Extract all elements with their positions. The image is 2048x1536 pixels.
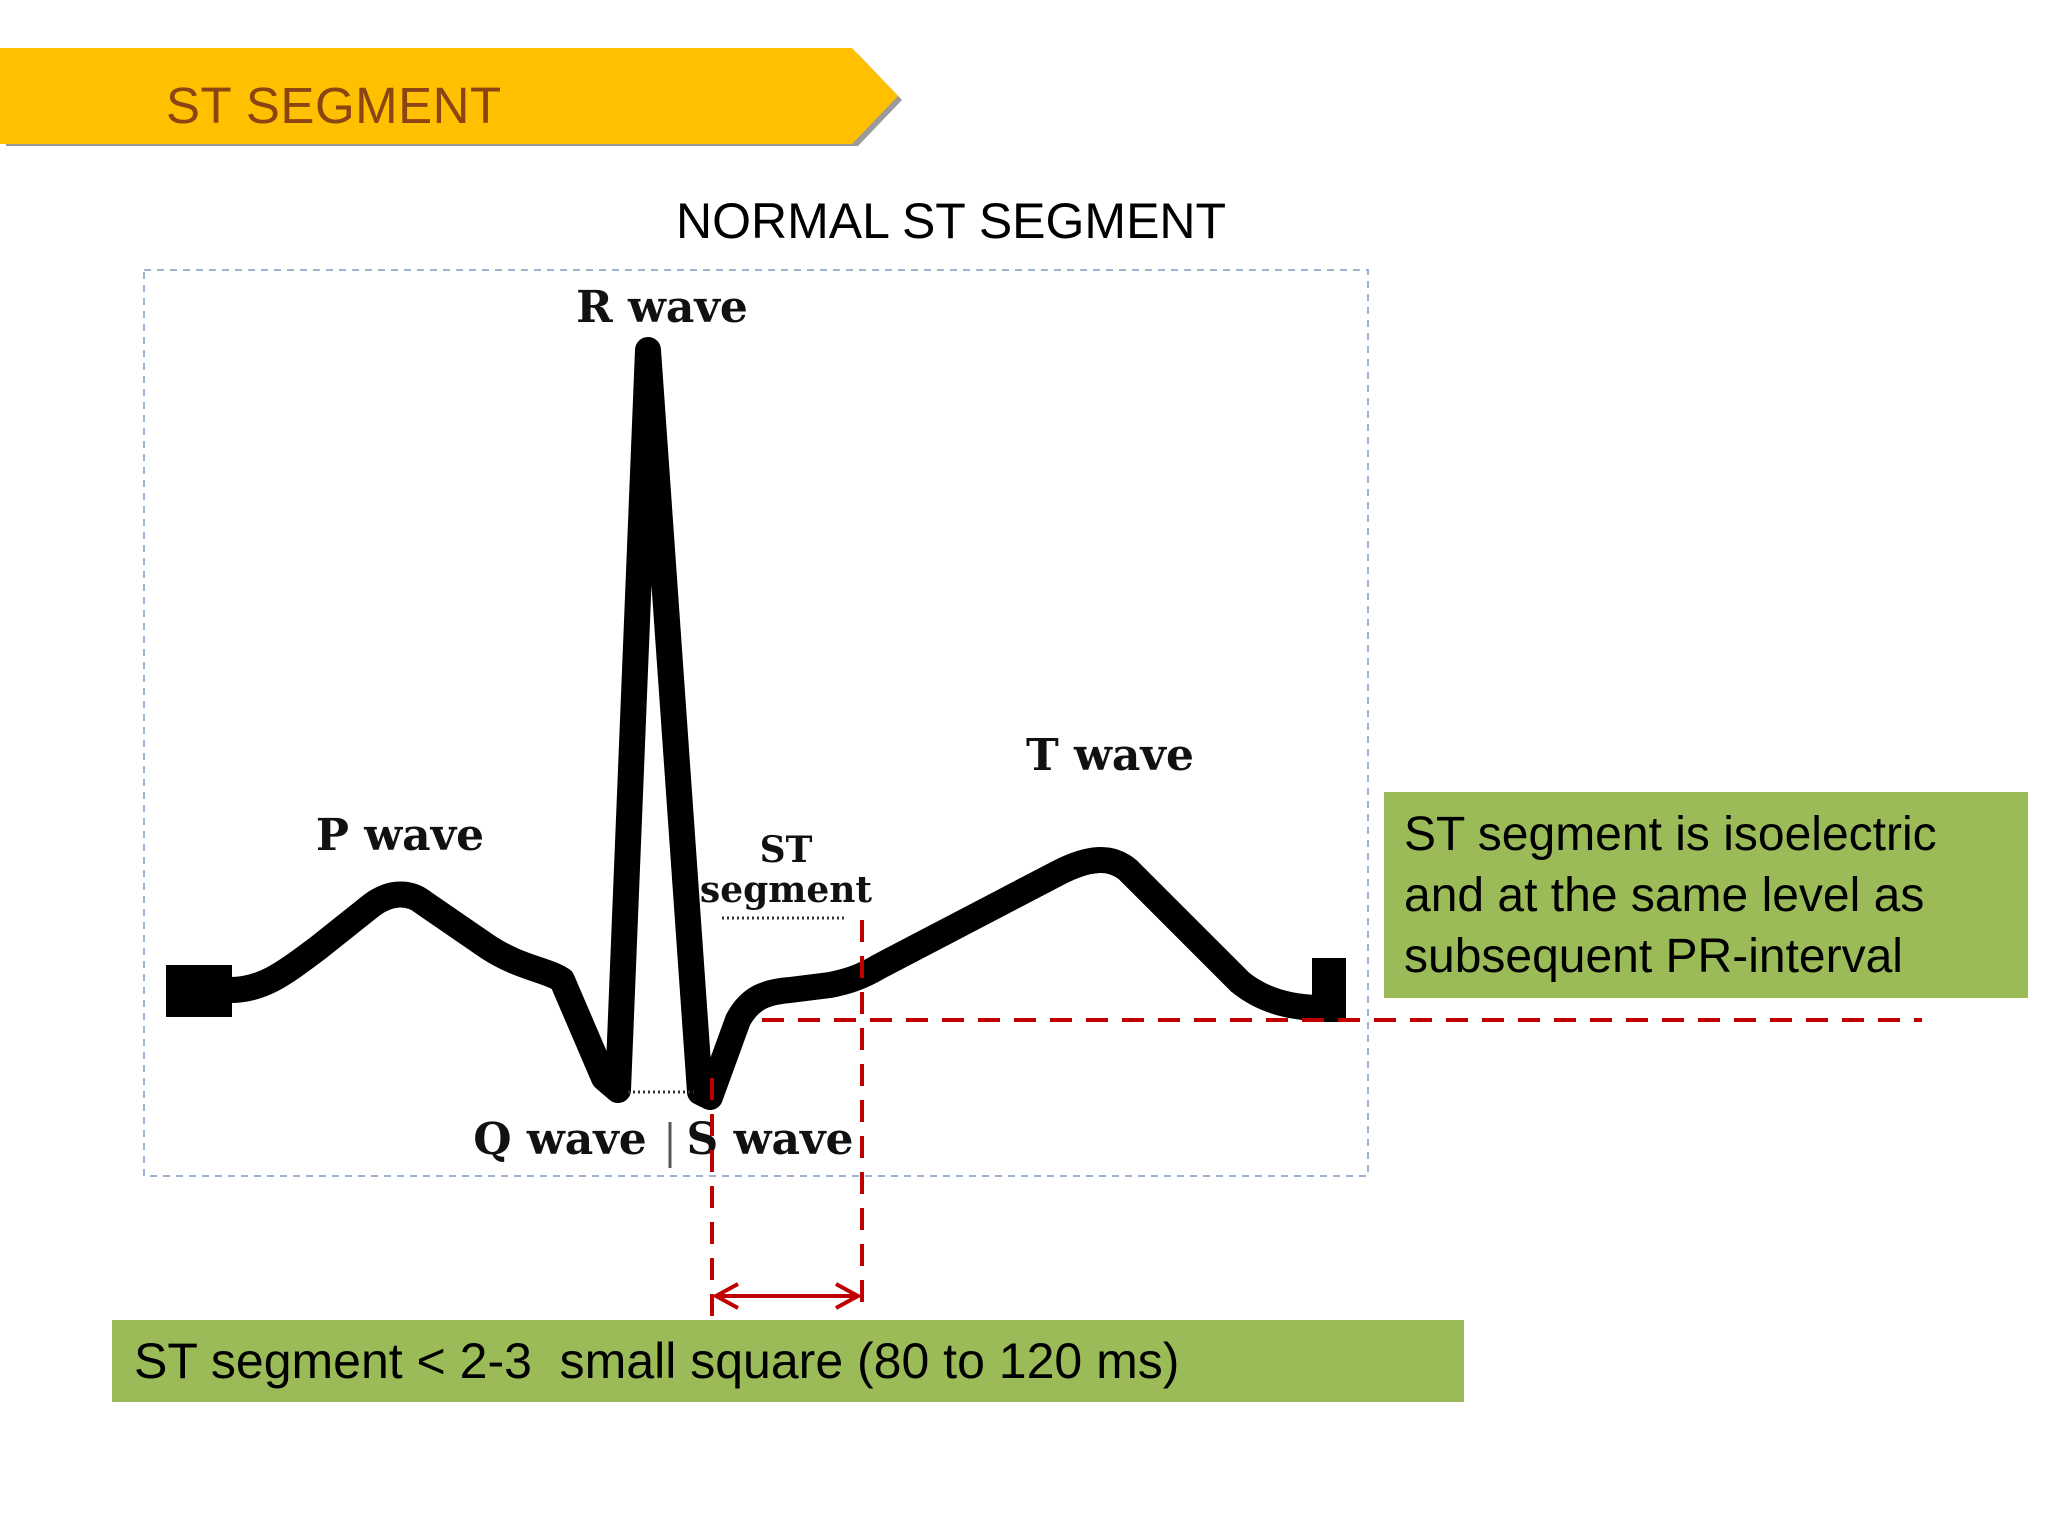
slide-title: NORMAL ST SEGMENT [676,193,1227,249]
st-segment-label-line1: ST [760,829,813,871]
q-wave-label: Q wave [473,1114,647,1165]
st-duration-arrow [711,1282,863,1310]
duration-callout: ST segment < 2-3 small square (80 to 120… [112,1320,1464,1402]
isoelectric-callout-line2: and at the same level as [1404,869,1925,922]
banner-title: ST SEGMENT [166,77,502,134]
st-segment-label-line2: segment [700,869,873,911]
ecg-right-lead [1312,958,1346,1022]
r-wave-label: R wave [576,282,748,333]
t-wave-label: T wave [1026,730,1194,781]
banner-arrow-shape [0,48,902,146]
title-banner: ST SEGMENT [0,48,904,148]
p-wave-label: P wave [316,810,484,861]
diagram-frame [143,269,1369,1177]
isoelectric-callout-line3: subsequent PR-interval [1404,930,1903,983]
ecg-waveform [166,337,1323,1110]
ecg-left-lead [166,965,232,1017]
isoelectric-callout-line1: ST segment is isoelectric [1404,808,1937,861]
isoelectric-callout: ST segment is isoelectric and at the sam… [1384,792,2028,998]
s-wave-label: S wave [686,1114,853,1165]
